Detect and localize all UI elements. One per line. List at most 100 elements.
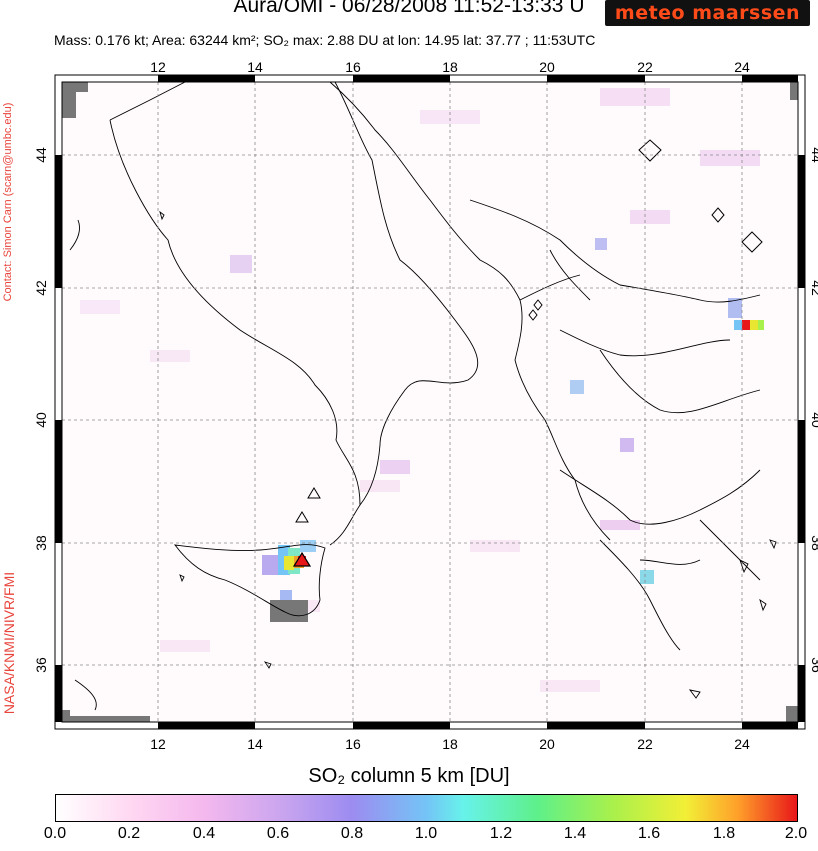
so2-pixel: [300, 540, 316, 552]
lon-tick-bottom: 14: [247, 736, 263, 752]
lat-tick-right: 36: [809, 657, 818, 673]
colorbar-tick: 1.6: [637, 825, 661, 842]
colorbar-tick: 1.4: [563, 825, 587, 842]
frame-seg: [547, 75, 645, 82]
lat-tick-left: 36: [33, 657, 49, 673]
lon-tick-bottom: 24: [734, 736, 750, 752]
lon-tick-top: 22: [637, 59, 653, 75]
frame-seg: [547, 722, 645, 729]
colorbar-tick: 0.4: [192, 825, 216, 842]
map-plot: [54, 74, 806, 730]
missing-data-corner: [62, 710, 150, 722]
so2-patch: [420, 110, 480, 124]
lon-tick-bottom: 12: [150, 736, 166, 752]
lon-tick-top: 18: [442, 59, 458, 75]
frame-segments: [55, 75, 805, 729]
axis-labels: 12 14 16 18 20 22 24 12 14 16 18 20 22 2…: [33, 59, 818, 752]
lat-tick-right: 44: [809, 147, 818, 163]
lon-tick-top: 24: [734, 59, 750, 75]
volcano-triangle: [295, 511, 309, 523]
lon-tick-bottom: 22: [637, 736, 653, 752]
frame-seg: [798, 420, 805, 543]
frame-seg: [742, 75, 798, 82]
diamond-marker: [711, 207, 725, 223]
lon-tick-bottom: 20: [539, 736, 555, 752]
lon-tick-top: 14: [247, 59, 263, 75]
lat-tick-left: 42: [33, 280, 49, 296]
aegean-islands: [688, 539, 777, 699]
country-borders: [469, 199, 761, 414]
lon-tick-top: 16: [345, 59, 361, 75]
coastlines: [69, 81, 777, 711]
lon-tick-bottom: 18: [442, 736, 458, 752]
balkan-coast: [329, 81, 611, 541]
colorbar-tick: 0.8: [340, 825, 364, 842]
diamond-marker: [741, 231, 763, 253]
missing-data: [270, 600, 308, 622]
frame-seg: [353, 75, 450, 82]
volcano-triangle-etna: [292, 551, 312, 567]
lon-tick-bottom: 16: [345, 736, 361, 752]
so2-patch: [640, 570, 654, 584]
missing-data-corner: [786, 706, 798, 722]
volcano-triangle: [307, 487, 321, 499]
diamond-marker: [528, 309, 538, 321]
so2-patch: [380, 460, 410, 474]
so2-pixel: [734, 320, 742, 330]
colorbar-tick: 1.2: [489, 825, 513, 842]
so2-hotspot-east: [734, 320, 764, 330]
lat-tick-right: 40: [809, 412, 818, 428]
volcano-markers: [292, 487, 321, 567]
so2-patch: [595, 238, 607, 250]
colorbar: [55, 794, 798, 822]
frame-seg: [55, 155, 62, 288]
map-background: [62, 82, 798, 722]
so2-patch: [230, 255, 252, 273]
colorbar-tick: 0.2: [117, 825, 141, 842]
lat-tick-right: 38: [809, 535, 818, 551]
colorbar-tick: 2.0: [784, 825, 808, 842]
lat-tick-left: 40: [33, 412, 49, 428]
so2-patch: [80, 300, 120, 314]
colorbar-tick: 0.6: [266, 825, 290, 842]
lat-tick-left: 38: [33, 535, 49, 551]
colorbar-tick: 1.0: [414, 825, 438, 842]
lat-tick-right: 42: [809, 280, 818, 296]
lon-tick-top: 20: [539, 59, 555, 75]
colorbar-tick: 1.8: [712, 825, 736, 842]
frame-seg: [798, 155, 805, 288]
brand-logo: meteo maarssen: [605, 0, 810, 26]
so2-patch: [728, 298, 742, 318]
frame-seg: [55, 420, 62, 543]
info-line: Mass: 0.176 kt; Area: 63244 km²; SO₂ max…: [54, 32, 596, 48]
map-title: Aura/OMI - 06/28/2008 11:52-13:33 U: [233, 0, 585, 17]
island-coast: [69, 219, 81, 251]
frame-seg: [353, 722, 450, 729]
so2-patch: [600, 88, 670, 106]
sicily-coast: [174, 544, 326, 617]
grid-lines: [62, 82, 798, 722]
so2-patch: [470, 540, 520, 552]
italy-west-coast: [109, 81, 361, 546]
frame-seg: [742, 722, 798, 729]
so2-patch: [540, 680, 600, 692]
so2-pixel: [742, 320, 750, 330]
so2-pixel: [280, 590, 292, 602]
map-frame: [54, 74, 806, 730]
frame-seg: [798, 665, 805, 722]
frame-seg: [158, 75, 255, 82]
so2-patch: [160, 640, 210, 652]
frame-seg: [55, 665, 62, 722]
colorbar-title: SO₂ column 5 km [DU]: [308, 765, 510, 787]
diamond-markers: [528, 139, 763, 321]
so2-pixel: [284, 556, 294, 570]
frame-seg: [158, 722, 255, 729]
so2-patch: [630, 210, 670, 224]
so2-pixel: [750, 320, 758, 330]
lat-tick-left: 44: [33, 147, 49, 163]
so2-patch: [700, 150, 760, 166]
diamond-marker: [638, 139, 662, 162]
so2-pixel: [758, 320, 764, 330]
so2-pixel: [262, 555, 278, 575]
missing-data-corner: [790, 82, 798, 100]
